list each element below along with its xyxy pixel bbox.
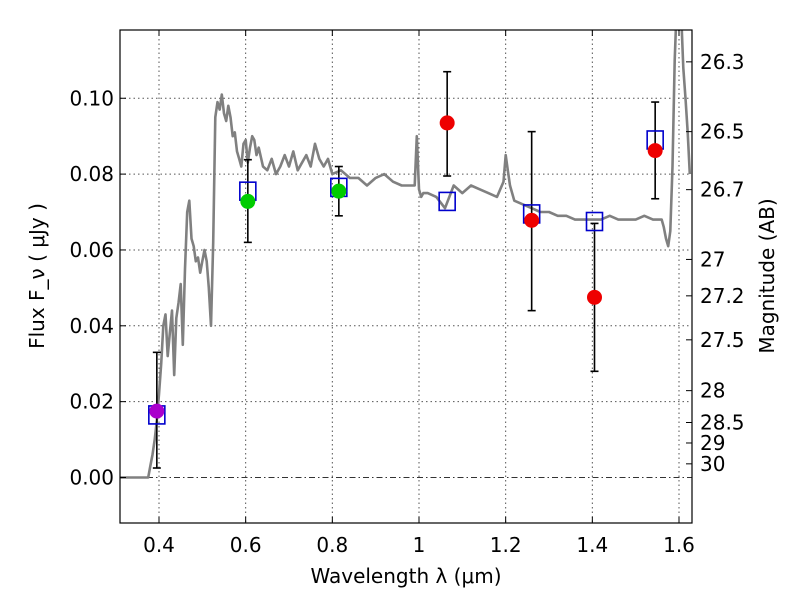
x-tick-label: 0.8 bbox=[316, 533, 348, 557]
ticks-layer: 0.4 0.6 0.8 1 1.2 1.4 1.6 0.00 0.02 0.04 0.06 0.08 0… bbox=[69, 30, 745, 557]
mag-tick-label: 27.5 bbox=[700, 328, 745, 352]
x-tick-label: 0.6 bbox=[230, 533, 262, 557]
mag-tick-label: 28 bbox=[700, 379, 725, 403]
observed-point bbox=[524, 212, 540, 228]
x-axis-label: Wavelength λ (μm) bbox=[310, 564, 501, 588]
y-axis-right-label: Magnitude (AB) bbox=[755, 198, 779, 353]
y-tick-label: 0.08 bbox=[69, 162, 114, 186]
mag-tick-label: 26.5 bbox=[700, 120, 745, 144]
observed-point bbox=[647, 143, 663, 159]
y-tick-label: 0.02 bbox=[69, 390, 114, 414]
mag-tick-label: 27.2 bbox=[700, 284, 745, 308]
plot-frame bbox=[119, 29, 693, 524]
x-tick-label: 1.4 bbox=[576, 533, 608, 557]
mag-tick-label: 27 bbox=[700, 247, 725, 271]
observed-point bbox=[331, 183, 347, 199]
grid-layer bbox=[120, 30, 692, 523]
x-tick-label: 0.4 bbox=[143, 533, 175, 557]
y-tick-label: 0.10 bbox=[69, 86, 114, 110]
observed-point bbox=[439, 115, 455, 131]
points-layer bbox=[148, 70, 664, 469]
y-tick-label: 0.00 bbox=[69, 465, 114, 489]
y-axis-label: Flux F_ν ( μJy ) bbox=[25, 203, 49, 349]
x-tick-label: 1.2 bbox=[490, 533, 522, 557]
x-tick-label: 1.6 bbox=[663, 533, 695, 557]
x-tick-label: 1 bbox=[413, 533, 426, 557]
observed-point bbox=[149, 403, 165, 419]
y-tick-label: 0.04 bbox=[69, 314, 114, 338]
y-tick-label: 0.06 bbox=[69, 238, 114, 262]
mag-tick-label: 28.5 bbox=[700, 411, 745, 435]
mag-tick-label: 26.3 bbox=[700, 50, 745, 74]
mag-tick-label: 26.7 bbox=[700, 178, 745, 202]
observed-point bbox=[587, 289, 602, 305]
model-photometry-square bbox=[585, 211, 604, 232]
model-photometry-square bbox=[438, 191, 456, 212]
observed-point bbox=[240, 193, 256, 209]
model-spectrum-line bbox=[120, 30, 692, 479]
mag-tick-label: 29 bbox=[700, 431, 725, 455]
spectrum-layer bbox=[120, 30, 692, 479]
mag-tick-label: 30 bbox=[700, 452, 725, 476]
